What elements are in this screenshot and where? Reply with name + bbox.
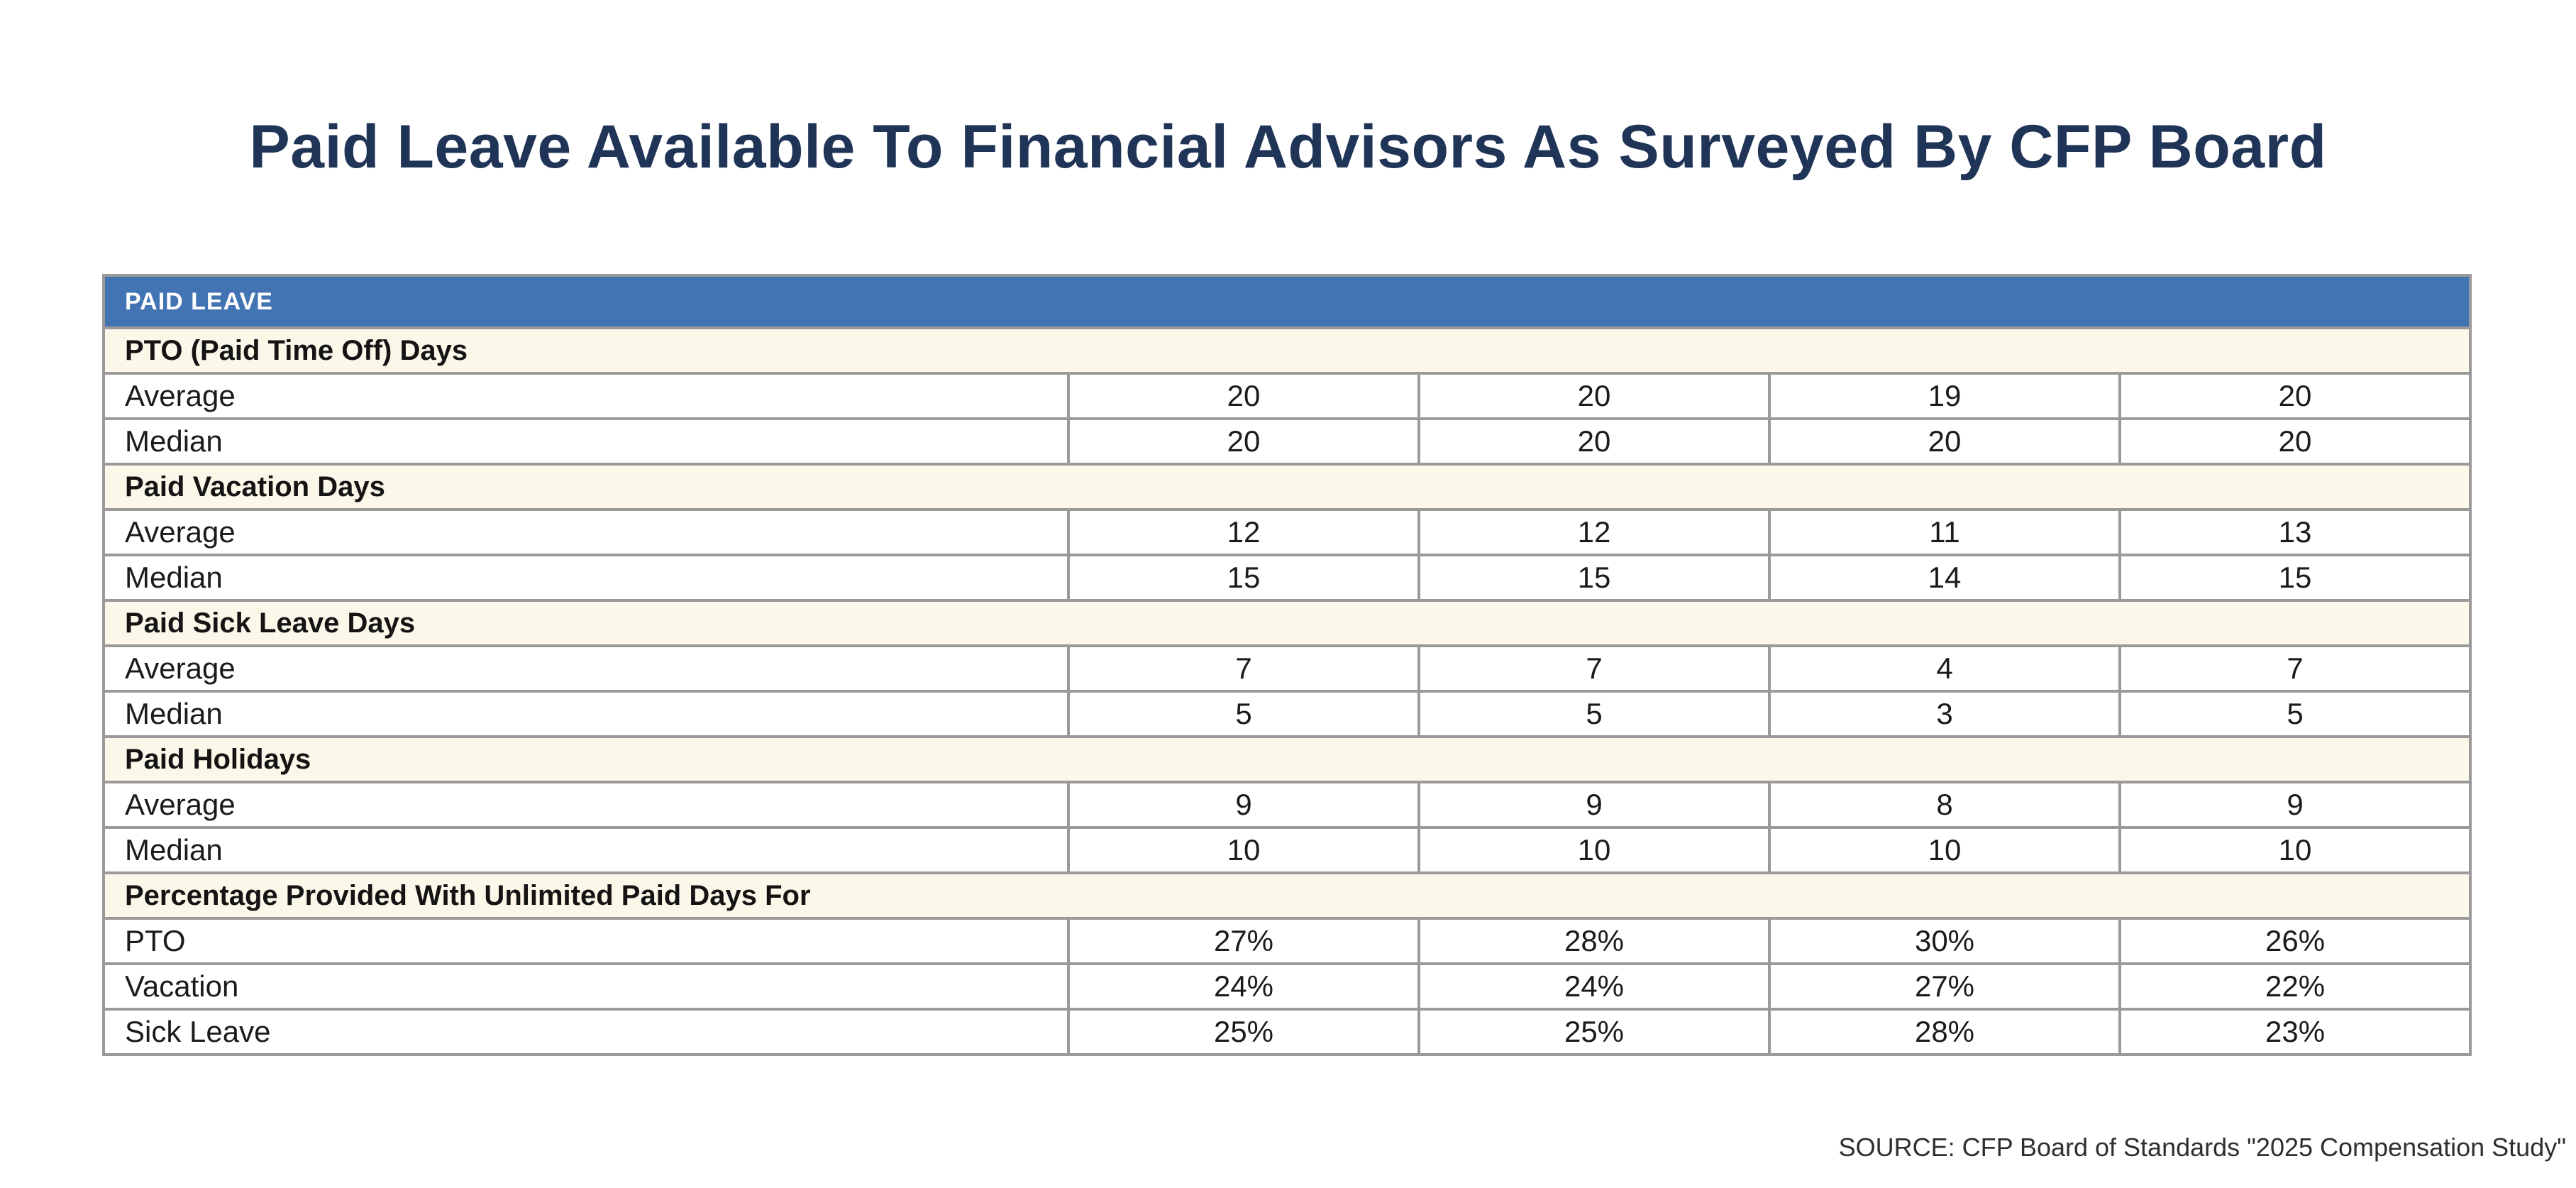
row-value: 7 xyxy=(1067,644,1420,693)
row-value: 24% xyxy=(1417,962,1771,1011)
section-row-paid-sick-leave-days: Paid Sick Leave Days xyxy=(101,599,2472,647)
table-row-paid-sick-leave-days-average: Average 7 7 4 7 xyxy=(102,644,2472,693)
table-row-paid-vacation-days-median: Median 15 15 14 15 xyxy=(102,554,2472,602)
row-value: 28% xyxy=(1768,1008,2121,1056)
table-header-paid-leave: PAID LEAVE xyxy=(101,274,2472,329)
row-label: Average xyxy=(102,781,1070,829)
section-header-label: Percentage Provided With Unlimited Paid … xyxy=(101,871,2472,920)
row-value: 27% xyxy=(1067,917,1420,965)
table-row-percentage-provided-with-unlimited-paid-days-for-sick-leave: Sick Leave 25% 25% 28% 23% xyxy=(102,1008,2472,1056)
row-value: 3 xyxy=(1768,690,2121,738)
table-row-paid-holidays-median: Median 10 10 10 10 xyxy=(102,826,2472,874)
table-header-row: PAID LEAVE xyxy=(101,274,2472,329)
row-value: 20 xyxy=(1067,372,1420,420)
row-value: 20 xyxy=(1417,372,1771,420)
row-value: 10 xyxy=(1768,826,2121,874)
section-header-label: Paid Vacation Days xyxy=(101,463,2472,511)
section-header-label: PTO (Paid Time Off) Days xyxy=(101,326,2472,375)
row-value: 14 xyxy=(1768,554,2121,602)
row-value: 7 xyxy=(1417,644,1771,693)
row-value: 26% xyxy=(2118,917,2472,965)
section-header-label: Paid Sick Leave Days xyxy=(101,599,2472,647)
table-row-pto-paid-time-off-days-median: Median 20 20 20 20 xyxy=(102,417,2472,466)
row-value: 25% xyxy=(1067,1008,1420,1056)
row-value: 5 xyxy=(1067,690,1420,738)
row-label: Sick Leave xyxy=(102,1008,1070,1056)
row-value: 24% xyxy=(1067,962,1420,1011)
section-row-pto-paid-time-off-days: PTO (Paid Time Off) Days xyxy=(101,326,2472,375)
row-value: 7 xyxy=(2118,644,2472,693)
row-value: 15 xyxy=(1417,554,1771,602)
row-value: 12 xyxy=(1067,508,1420,556)
source-note: SOURCE: CFP Board of Standards "2025 Com… xyxy=(1838,1133,2566,1162)
row-label: Vacation xyxy=(102,962,1070,1011)
row-value: 20 xyxy=(1768,417,2121,466)
row-label: Median xyxy=(102,826,1070,874)
row-value: 8 xyxy=(1768,781,2121,829)
table-row-percentage-provided-with-unlimited-paid-days-for-vacation: Vacation 24% 24% 27% 22% xyxy=(102,962,2472,1011)
row-value: 20 xyxy=(2118,372,2472,420)
table-row-percentage-provided-with-unlimited-paid-days-for-pto: PTO 27% 28% 30% 26% xyxy=(102,917,2472,965)
row-value: 20 xyxy=(1067,417,1420,466)
row-value: 11 xyxy=(1768,508,2121,556)
row-value: 23% xyxy=(2118,1008,2472,1056)
section-header-label: Paid Holidays xyxy=(101,735,2472,783)
row-label: Median xyxy=(102,690,1070,738)
section-row-paid-vacation-days: Paid Vacation Days xyxy=(101,463,2472,511)
row-value: 19 xyxy=(1768,372,2121,420)
row-value: 30% xyxy=(1768,917,2121,965)
row-value: 25% xyxy=(1417,1008,1771,1056)
paid-leave-data-table: PAID LEAVE PTO (Paid Time Off) Days Avera… xyxy=(101,274,2472,1056)
row-value: 10 xyxy=(2118,826,2472,874)
paid-leave-table: PAID LEAVE PTO (Paid Time Off) Days Avera… xyxy=(101,274,2472,1056)
row-value: 28% xyxy=(1417,917,1771,965)
section-row-percentage-provided-with-unlimited-paid-days-for: Percentage Provided With Unlimited Paid … xyxy=(101,871,2472,920)
row-value: 5 xyxy=(2118,690,2472,738)
page-title: Paid Leave Available To Financial Adviso… xyxy=(249,113,2327,181)
row-label: Average xyxy=(102,508,1070,556)
row-value: 27% xyxy=(1768,962,2121,1011)
row-value: 9 xyxy=(2118,781,2472,829)
row-label: PTO xyxy=(102,917,1070,965)
row-label: Average xyxy=(102,644,1070,693)
row-value: 13 xyxy=(2118,508,2472,556)
row-value: 12 xyxy=(1417,508,1771,556)
table-row-paid-sick-leave-days-median: Median 5 5 3 5 xyxy=(102,690,2472,738)
row-value: 10 xyxy=(1067,826,1420,874)
row-value: 4 xyxy=(1768,644,2121,693)
table-row-pto-paid-time-off-days-average: Average 20 20 19 20 xyxy=(102,372,2472,420)
row-value: 9 xyxy=(1417,781,1771,829)
table-row-paid-vacation-days-average: Average 12 12 11 13 xyxy=(102,508,2472,556)
row-label: Median xyxy=(102,554,1070,602)
section-row-paid-holidays: Paid Holidays xyxy=(101,735,2472,783)
row-value: 20 xyxy=(1417,417,1771,466)
row-value: 9 xyxy=(1067,781,1420,829)
table-row-paid-holidays-average: Average 9 9 8 9 xyxy=(102,781,2472,829)
row-value: 10 xyxy=(1417,826,1771,874)
row-value: 5 xyxy=(1417,690,1771,738)
table-body: PAID LEAVE PTO (Paid Time Off) Days Avera… xyxy=(101,274,2472,1056)
row-label: Average xyxy=(102,372,1070,420)
row-value: 15 xyxy=(2118,554,2472,602)
row-value: 22% xyxy=(2118,962,2472,1011)
row-value: 20 xyxy=(2118,417,2472,466)
row-label: Median xyxy=(102,417,1070,466)
row-value: 15 xyxy=(1067,554,1420,602)
